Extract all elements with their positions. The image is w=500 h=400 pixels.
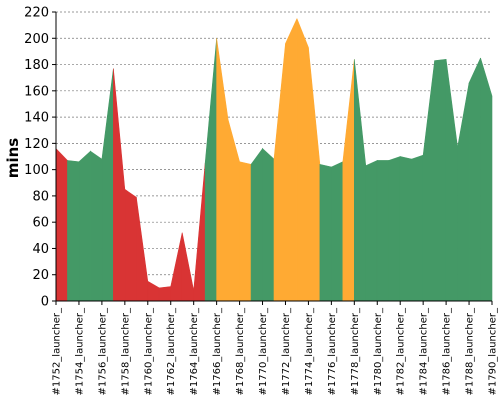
area-segment-failure bbox=[124, 188, 137, 302]
area-segment-success bbox=[204, 38, 217, 302]
y-tick-label: 0 bbox=[41, 295, 49, 310]
x-tick-label: #1760_launcher_ bbox=[143, 307, 154, 396]
x-tick-label: #1758_launcher_ bbox=[120, 307, 131, 396]
area-segment-failure bbox=[136, 197, 149, 302]
area-segment-failure bbox=[181, 232, 194, 302]
area-segment-unstable bbox=[273, 43, 286, 302]
y-tick-label: 120 bbox=[24, 137, 49, 152]
x-tick-label: #1776_launcher_ bbox=[327, 307, 338, 396]
x-tick-label: #1772_launcher_ bbox=[281, 307, 292, 396]
x-tick-label: #1786_launcher_ bbox=[442, 307, 453, 396]
area-segment-unstable bbox=[342, 59, 355, 302]
area-segment-unstable bbox=[239, 161, 252, 302]
area-segment-success bbox=[365, 159, 378, 302]
area-segment-success bbox=[354, 59, 367, 302]
area-segment-failure bbox=[147, 280, 160, 302]
x-tick-label: #1782_launcher_ bbox=[396, 307, 407, 396]
x-tick-label: #1752_launcher_ bbox=[52, 307, 63, 396]
x-tick-label: #1778_launcher_ bbox=[350, 307, 361, 396]
x-tick-label: #1774_launcher_ bbox=[304, 307, 315, 396]
axes bbox=[55, 12, 492, 302]
area-segment-success bbox=[262, 147, 275, 302]
area-segment-success bbox=[250, 147, 263, 302]
area-segment-success bbox=[411, 154, 424, 302]
area-segment-success bbox=[445, 59, 458, 302]
x-tick-label: #1754_launcher_ bbox=[74, 307, 85, 396]
y-tick-label: 140 bbox=[24, 111, 49, 126]
x-tick-label: #1770_launcher_ bbox=[258, 307, 269, 396]
area-segment-failure bbox=[113, 68, 126, 302]
x-tick-label: #1762_launcher_ bbox=[166, 307, 177, 396]
x-tick-labels: #1752_launcher_ #1754_launcher_ #1756_laun… bbox=[52, 301, 499, 396]
y-tick-label: 60 bbox=[32, 216, 49, 231]
area-segment-success bbox=[388, 156, 401, 302]
y-tick-label: 160 bbox=[24, 84, 49, 99]
area-segment-success bbox=[101, 68, 114, 302]
area-segment-unstable bbox=[296, 18, 309, 302]
area-segment-unstable bbox=[308, 47, 321, 302]
y-tick-label: 20 bbox=[32, 268, 49, 283]
y-tick-label: 40 bbox=[32, 242, 49, 257]
y-tick-label: 80 bbox=[32, 189, 49, 204]
area-segment-failure bbox=[170, 232, 183, 302]
y-tick-label: 100 bbox=[24, 163, 49, 178]
y-axis-title: mins bbox=[4, 138, 22, 178]
area-segment-success bbox=[90, 150, 103, 302]
x-tick-label: #1790_launcher_ bbox=[488, 307, 499, 396]
x-tick-label: #1766_launcher_ bbox=[212, 307, 223, 396]
x-tick-label: #1756_launcher_ bbox=[97, 307, 108, 396]
x-tick-label: #1784_launcher_ bbox=[419, 307, 430, 396]
area-segment-failure bbox=[193, 163, 206, 302]
area-segment-failure bbox=[55, 147, 68, 302]
area-segment-success bbox=[319, 164, 332, 302]
area-segment-success bbox=[399, 156, 412, 302]
x-tick-label: #1768_launcher_ bbox=[235, 307, 246, 396]
area-series bbox=[55, 18, 493, 302]
y-tick-labels: 0 20 40 60 80 100 120 140 160 180 200 220 bbox=[24, 6, 56, 310]
y-tick-label: 180 bbox=[24, 58, 49, 73]
area-segment-success bbox=[78, 150, 91, 302]
area-segment-success bbox=[434, 58, 447, 302]
area-segment-success bbox=[457, 82, 470, 302]
area-segment-unstable bbox=[216, 38, 229, 302]
y-tick-label: 220 bbox=[24, 6, 49, 21]
area-segment-success bbox=[480, 57, 493, 302]
area-segment-success bbox=[468, 57, 481, 302]
x-tick-label: #1780_launcher_ bbox=[373, 307, 384, 396]
area-segment-success bbox=[67, 160, 80, 302]
area-segment-failure bbox=[158, 286, 172, 302]
x-tick-label: #1788_launcher_ bbox=[465, 307, 476, 396]
area-segment-success bbox=[331, 161, 344, 302]
y-tick-label: 200 bbox=[24, 32, 49, 47]
area-segment-success bbox=[376, 160, 390, 302]
x-tick-label: #1764_launcher_ bbox=[189, 307, 200, 396]
area-segment-success bbox=[422, 60, 435, 302]
area-segment-unstable bbox=[285, 18, 298, 302]
area-segment-unstable bbox=[227, 119, 240, 302]
